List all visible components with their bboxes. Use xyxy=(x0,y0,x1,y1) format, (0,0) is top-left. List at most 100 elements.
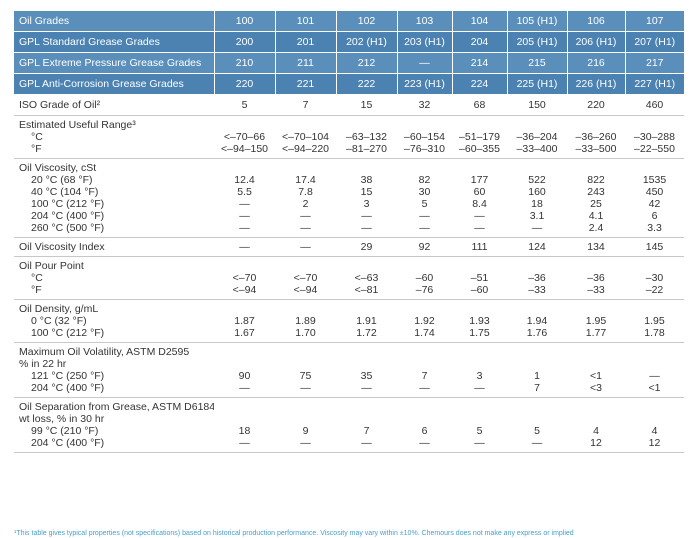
property-value: 5 xyxy=(534,425,540,437)
grade-header-cell: 103 xyxy=(396,11,452,32)
property-value-cell: 5— xyxy=(507,397,567,453)
property-value: 822 xyxy=(587,174,605,186)
property-value: 15 xyxy=(360,186,373,198)
property-value: 60 xyxy=(473,186,486,198)
property-value: <–94 xyxy=(232,284,257,296)
blank-line xyxy=(567,346,625,358)
property-value: –30–288 xyxy=(634,131,675,143)
blank-line xyxy=(214,358,275,370)
property-value-cell: 522 160 18 3.1— xyxy=(507,158,567,238)
property-value: <–70–66 xyxy=(223,131,266,143)
iso-grade-cell: 32 xyxy=(397,94,452,116)
blank-line xyxy=(397,162,452,174)
blank-line xyxy=(507,260,567,272)
property-row-label: °C xyxy=(31,131,43,143)
grade-header-cell: 105 (H1) xyxy=(506,11,567,32)
blank-line xyxy=(275,413,336,425)
property-value-cell: 12.4 5.5— — — xyxy=(214,158,275,238)
property-value: 1.77 xyxy=(585,327,607,339)
iso-grade-cell: 460 xyxy=(625,94,684,116)
property-value: 5 xyxy=(476,425,483,437)
property-subheading: % in 22 hr xyxy=(19,358,67,370)
property-row-label: Oil Viscosity Index xyxy=(19,241,105,253)
property-value-cell: 111 xyxy=(452,237,507,257)
property-value: 124 xyxy=(528,241,546,253)
grease-properties-table: Oil Grades 100 101 102 103 104 105 (H1) 106 107 G… xyxy=(14,11,684,453)
blank-line xyxy=(625,119,684,131)
property-value: 6 xyxy=(421,425,428,437)
property-value-cell: 177 60 8.4— — xyxy=(452,158,507,238)
property-value: <–94 xyxy=(293,284,318,296)
property-value-cell: 124 xyxy=(507,237,567,257)
property-value: — xyxy=(419,437,430,449)
blank-line xyxy=(397,260,452,272)
property-value: 3 xyxy=(476,370,483,382)
property-value-cell: 75— xyxy=(275,342,336,398)
grade-header-row: Oil Grades 100 101 102 103 104 105 (H1) 106 107 xyxy=(14,11,684,32)
blank-line xyxy=(336,358,397,370)
property-value: — xyxy=(474,437,485,449)
blank-line xyxy=(397,346,452,358)
property-value: 1.87 xyxy=(234,315,255,327)
property-value: 450 xyxy=(645,186,664,198)
property-value: 1.95 xyxy=(585,315,607,327)
blank-line xyxy=(452,260,507,272)
property-value: — xyxy=(419,382,430,394)
property-value: 6 xyxy=(651,210,658,222)
grade-header-cell: 100 xyxy=(213,11,275,32)
property-value-cell: <1 <3 xyxy=(567,342,625,398)
blank-line xyxy=(397,413,452,425)
property-value: 145 xyxy=(645,241,664,253)
property-value: 1.76 xyxy=(526,327,548,339)
property-value-cell: 1.87 1.67 xyxy=(214,299,275,343)
grade-header-cell: 206 (H1) xyxy=(566,31,625,53)
property-value: 92 xyxy=(418,241,431,253)
blank-line xyxy=(452,162,507,174)
property-value: 1.75 xyxy=(469,327,490,339)
blank-line xyxy=(275,260,336,272)
grade-header-cell: 207 (H1) xyxy=(624,31,684,53)
property-value: –30 xyxy=(645,272,664,284)
spacer xyxy=(397,449,452,452)
property-group-row: Oil Pour Point °C °F <–70 <–94 <–70 <–94 <–63 <–… xyxy=(14,256,684,300)
blank-line xyxy=(452,346,507,358)
blank-line xyxy=(275,162,336,174)
property-value-cell: 6— xyxy=(397,397,452,453)
property-value: — xyxy=(300,241,311,253)
iso-grade-cell: 150 xyxy=(507,94,567,116)
property-heading: Oil Separation from Grease, ASTM D6184 xyxy=(19,401,214,413)
grade-header-cell: 202 (H1) xyxy=(335,31,397,53)
grade-header-cell: 106 xyxy=(566,11,625,32)
blank-line xyxy=(507,303,567,315)
property-value-cell: –30 –22 xyxy=(625,256,684,300)
property-group-row: Maximum Oil Volatility, ASTM D2595% in 2… xyxy=(14,342,684,398)
property-value: –22–550 xyxy=(634,143,675,155)
grade-header-cell: 225 (H1) xyxy=(506,73,567,95)
spacer xyxy=(275,449,336,452)
property-value-cell: 1.95 1.78 xyxy=(625,299,684,343)
property-label-cell: Oil Viscosity Index xyxy=(14,237,214,257)
property-value: 1.93 xyxy=(469,315,490,327)
property-value: –22 xyxy=(645,284,664,296)
property-value: 3.3 xyxy=(647,222,662,234)
top-cutoff-strip xyxy=(0,0,693,8)
property-value-cell: –63–132 –81–270 xyxy=(336,115,397,159)
property-value: 1.95 xyxy=(644,315,665,327)
property-group-row: Oil Density, g/mL 0 °C (32 °F) 100 °C (212… xyxy=(14,299,684,343)
property-value: 1.91 xyxy=(356,315,377,327)
property-value: 18 xyxy=(238,425,251,437)
blank-line xyxy=(452,119,507,131)
property-value: 12.4 xyxy=(234,174,255,186)
property-row-label: °F xyxy=(31,284,42,296)
property-label-cell: Oil Viscosity, cSt 20 °C (68 °F) 40 °C (10… xyxy=(14,158,214,238)
spacer xyxy=(452,449,507,452)
blank-line xyxy=(275,358,336,370)
property-value-cell: –51–179 –60–355 xyxy=(452,115,507,159)
property-value: 1.74 xyxy=(414,327,435,339)
grade-header-cell: 227 (H1) xyxy=(624,73,684,95)
property-value-cell: 1.89 1.70 xyxy=(275,299,336,343)
grade-header-label: GPL Anti-Corrosion Grease Grades xyxy=(14,73,214,95)
property-value: — xyxy=(239,382,250,394)
property-value-cell: 145 xyxy=(625,237,684,257)
grade-header-cell: 224 xyxy=(451,73,507,95)
